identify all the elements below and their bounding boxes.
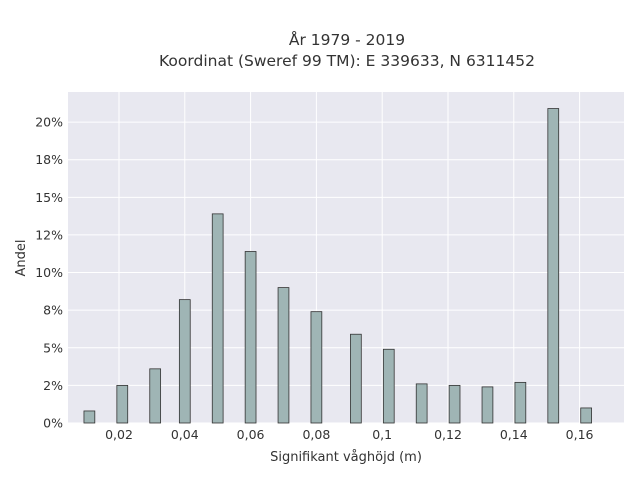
y-axis-label: Andel [14, 240, 29, 277]
plot-area [68, 92, 624, 423]
y-tick-label: 12% [35, 227, 63, 242]
histogram-bar [514, 381, 527, 424]
y-tick-label: 20% [35, 115, 63, 130]
y-tick-label: 18% [35, 152, 63, 167]
x-tick-label: 0,12 [434, 427, 462, 442]
histogram-bar [448, 384, 461, 424]
y-tick-label: 5% [43, 340, 63, 355]
x-tick-label: 0,14 [500, 427, 528, 442]
chart-title-line1: År 1979 - 2019 [289, 30, 405, 49]
x-tick-label: 0,08 [302, 427, 330, 442]
y-tick-label: 15% [35, 190, 63, 205]
x-tick-label: 0,04 [171, 427, 199, 442]
y-tick-label: 8% [43, 303, 63, 318]
histogram-bar [350, 333, 362, 424]
histogram-bar [211, 213, 224, 424]
histogram-bar [116, 384, 129, 424]
histogram-bar [83, 410, 96, 424]
x-axis-label: Signifikant våghöjd (m) [270, 450, 422, 465]
x-tick-labels: 0,02 0,04 0,06 0,08 0,1 0,12 0,14 0,16 [105, 427, 593, 442]
x-tick-label: 0,16 [566, 427, 594, 442]
histogram-bar [547, 108, 560, 424]
histogram-bar [178, 299, 191, 424]
x-tick-label: 0,02 [105, 427, 133, 442]
histogram-bar [244, 251, 257, 424]
histogram-bar [277, 287, 290, 424]
x-tick-label: 0,1 [372, 427, 392, 442]
histogram-bar [310, 311, 323, 424]
histogram-bar [415, 383, 428, 424]
histogram-bar [382, 348, 395, 424]
bars [83, 108, 592, 424]
histogram-bar [580, 407, 592, 424]
x-tick-label: 0,06 [237, 427, 265, 442]
chart-title-line2: Koordinat (Sweref 99 TM): E 339633, N 63… [159, 52, 535, 70]
histogram-bar [149, 368, 162, 424]
y-tick-label: 10% [35, 265, 63, 280]
y-tick-labels: 0% 2% 5% 8% 10% 12% 15% 18% 20% [35, 115, 63, 431]
y-tick-label: 0% [43, 416, 63, 431]
y-tick-label: 2% [43, 378, 63, 393]
histogram-bar [481, 386, 494, 424]
